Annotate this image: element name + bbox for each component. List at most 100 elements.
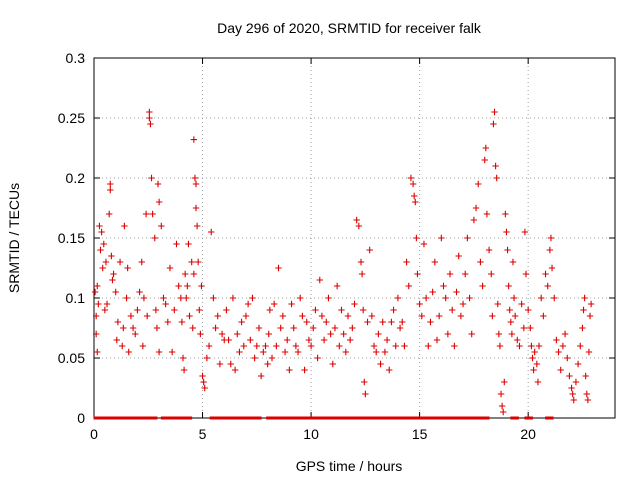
data-point-marker	[153, 324, 161, 332]
data-point-marker	[244, 300, 252, 308]
data-point-marker	[168, 348, 176, 356]
data-point-marker	[524, 306, 532, 314]
data-point-marker	[572, 378, 580, 386]
data-point-marker	[92, 330, 100, 338]
data-point-marker	[325, 294, 332, 302]
data-point-marker	[383, 336, 391, 344]
data-point-marker	[394, 294, 402, 302]
data-point-marker	[410, 192, 418, 200]
data-point-marker	[427, 318, 434, 326]
data-point-marker	[379, 318, 386, 326]
data-point-marker	[511, 312, 519, 320]
data-point-marker	[442, 294, 449, 302]
data-point-marker	[444, 330, 452, 338]
data-point-marker	[493, 174, 500, 182]
data-point-marker	[205, 342, 213, 350]
data-point-marker	[114, 318, 122, 326]
data-point-marker	[121, 222, 128, 230]
data-point-marker	[139, 342, 147, 350]
data-point-marker	[494, 300, 501, 308]
data-point-marker	[116, 258, 124, 266]
data-point-marker	[477, 258, 484, 266]
data-point-marker	[184, 282, 191, 290]
data-point-marker	[201, 384, 208, 392]
data-point-marker	[132, 330, 139, 338]
data-point-marker	[108, 252, 115, 260]
data-point-marker	[534, 378, 542, 386]
y-tick-label: 0.2	[66, 170, 86, 186]
data-point-marker	[496, 342, 504, 350]
data-point-marker	[264, 360, 271, 368]
data-point-marker	[358, 270, 366, 278]
y-tick-label: 0.1	[66, 290, 86, 306]
data-point-marker	[307, 342, 315, 350]
data-point-marker	[375, 330, 382, 338]
data-point-marker	[431, 258, 439, 266]
data-point-marker	[349, 324, 356, 332]
data-point-marker	[505, 282, 512, 290]
data-point-marker	[193, 222, 201, 230]
y-axis-label: SRMTID / TECUs	[6, 183, 22, 293]
data-point-marker	[249, 294, 256, 302]
data-point-marker	[390, 306, 397, 314]
data-point-marker	[120, 324, 127, 332]
data-point-marker	[102, 258, 110, 266]
y-tick-label: 0.25	[58, 110, 85, 126]
data-point-marker	[470, 216, 478, 224]
data-point-marker	[125, 348, 132, 356]
data-point-marker	[529, 354, 536, 362]
data-point-marker	[577, 342, 584, 350]
data-point-marker	[152, 306, 160, 314]
data-point-marker	[124, 264, 131, 272]
data-point-marker	[323, 318, 330, 326]
data-point-marker	[155, 348, 163, 356]
data-point-marker	[105, 210, 113, 218]
data-point-marker	[265, 330, 272, 338]
data-point-marker	[546, 246, 554, 254]
data-point-marker	[492, 162, 499, 170]
data-point-marker	[425, 342, 432, 350]
data-point-marker	[155, 198, 163, 206]
data-point-marker	[338, 306, 345, 314]
data-point-marker	[189, 324, 196, 332]
data-point-marker	[183, 294, 190, 302]
data-point-marker	[564, 354, 571, 362]
data-point-marker	[129, 324, 137, 332]
data-point-marker	[518, 300, 525, 308]
data-point-marker	[514, 336, 521, 344]
data-point-marker	[344, 312, 352, 320]
data-point-marker	[547, 234, 555, 242]
data-point-marker	[448, 306, 456, 314]
data-point-marker	[414, 270, 421, 278]
data-point-marker	[190, 270, 198, 278]
x-tick-label: 15	[412, 426, 428, 442]
data-point-marker	[516, 342, 523, 350]
data-point-marker	[299, 312, 306, 320]
data-point-marker	[542, 270, 549, 278]
data-point-marker	[227, 360, 234, 368]
y-tick-label: 0.15	[58, 230, 85, 246]
data-point-marker	[508, 330, 516, 338]
data-point-marker	[192, 180, 200, 188]
data-point-marker	[127, 312, 135, 320]
data-point-marker	[199, 372, 206, 380]
data-point-marker	[457, 312, 465, 320]
data-point-marker	[294, 348, 302, 356]
data-point-marker	[551, 294, 558, 302]
data-point-marker	[223, 306, 230, 314]
data-point-marker	[482, 144, 490, 152]
data-point-marker	[312, 306, 319, 314]
data-point-marker	[373, 348, 380, 356]
data-point-marker	[320, 336, 328, 344]
data-point-marker	[459, 300, 467, 308]
data-point-marker	[255, 324, 263, 332]
data-point-marker	[91, 288, 99, 296]
data-point-marker	[305, 336, 313, 344]
data-point-marker	[234, 330, 241, 338]
data-point-marker	[587, 300, 595, 308]
data-point-marker	[94, 348, 101, 356]
data-point-marker	[362, 390, 369, 398]
data-point-marker	[98, 228, 105, 236]
data-point-marker	[351, 300, 358, 308]
data-point-marker	[416, 300, 423, 308]
